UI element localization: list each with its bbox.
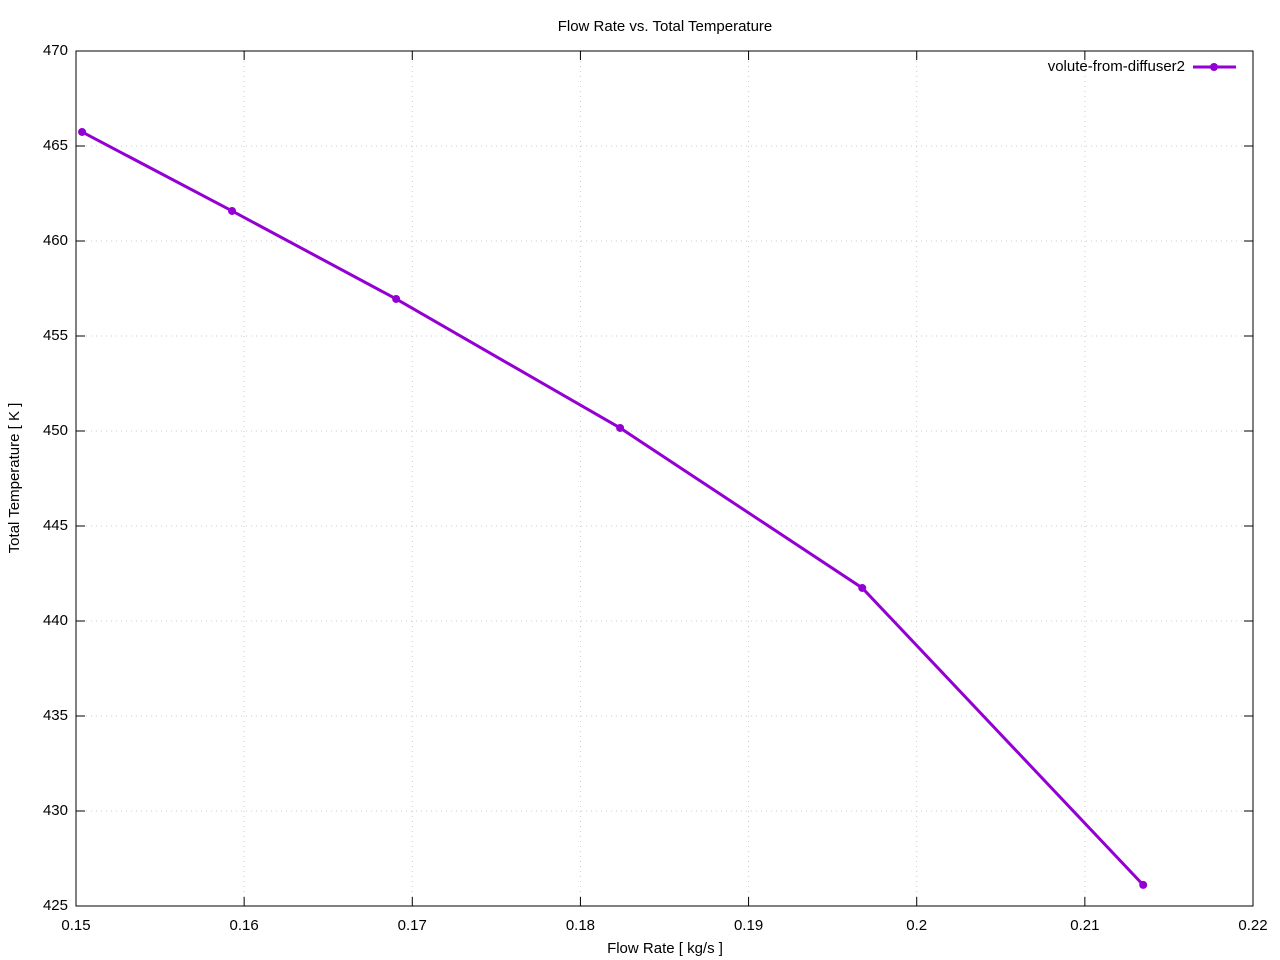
- data-point: [228, 206, 237, 215]
- y-tick-label: 460: [43, 232, 68, 249]
- y-tick-label: 435: [43, 707, 68, 724]
- plot-frame: [75, 50, 1254, 907]
- x-tick-label: 0.15: [61, 917, 90, 934]
- series-line: [81, 130, 1145, 886]
- y-tick-label: 425: [43, 897, 68, 914]
- x-tick-label: 0.17: [398, 917, 427, 934]
- x-tick-label: 0.21: [1070, 917, 1099, 934]
- y-tick-label: 445: [43, 517, 68, 534]
- legend-marker: [1210, 63, 1218, 71]
- x-tick-label: 0.22: [1238, 917, 1267, 934]
- x-axis-label: Flow Rate [ kg/s ]: [607, 940, 723, 957]
- data-point: [392, 294, 401, 303]
- data-point: [78, 127, 87, 136]
- y-tick-label: 430: [43, 802, 68, 819]
- y-tick-label: 470: [43, 42, 68, 59]
- y-tick-label: 455: [43, 327, 68, 344]
- y-tick-label: 465: [43, 137, 68, 154]
- x-tick-label: 0.19: [734, 917, 763, 934]
- data-point: [1139, 880, 1148, 889]
- x-tick-label: 0.2: [906, 917, 927, 934]
- chart-title: Flow Rate vs. Total Temperature: [558, 18, 773, 35]
- data-point: [858, 583, 867, 592]
- x-tick-label: 0.16: [230, 917, 259, 934]
- data-point: [616, 423, 625, 432]
- y-tick-label: 450: [43, 422, 68, 439]
- y-tick-label: 440: [43, 612, 68, 629]
- legend-label: volute-from-diffuser2: [1048, 58, 1185, 75]
- x-tick-label: 0.18: [566, 917, 595, 934]
- y-axis-label: Total Temperature [ K ]: [6, 403, 23, 554]
